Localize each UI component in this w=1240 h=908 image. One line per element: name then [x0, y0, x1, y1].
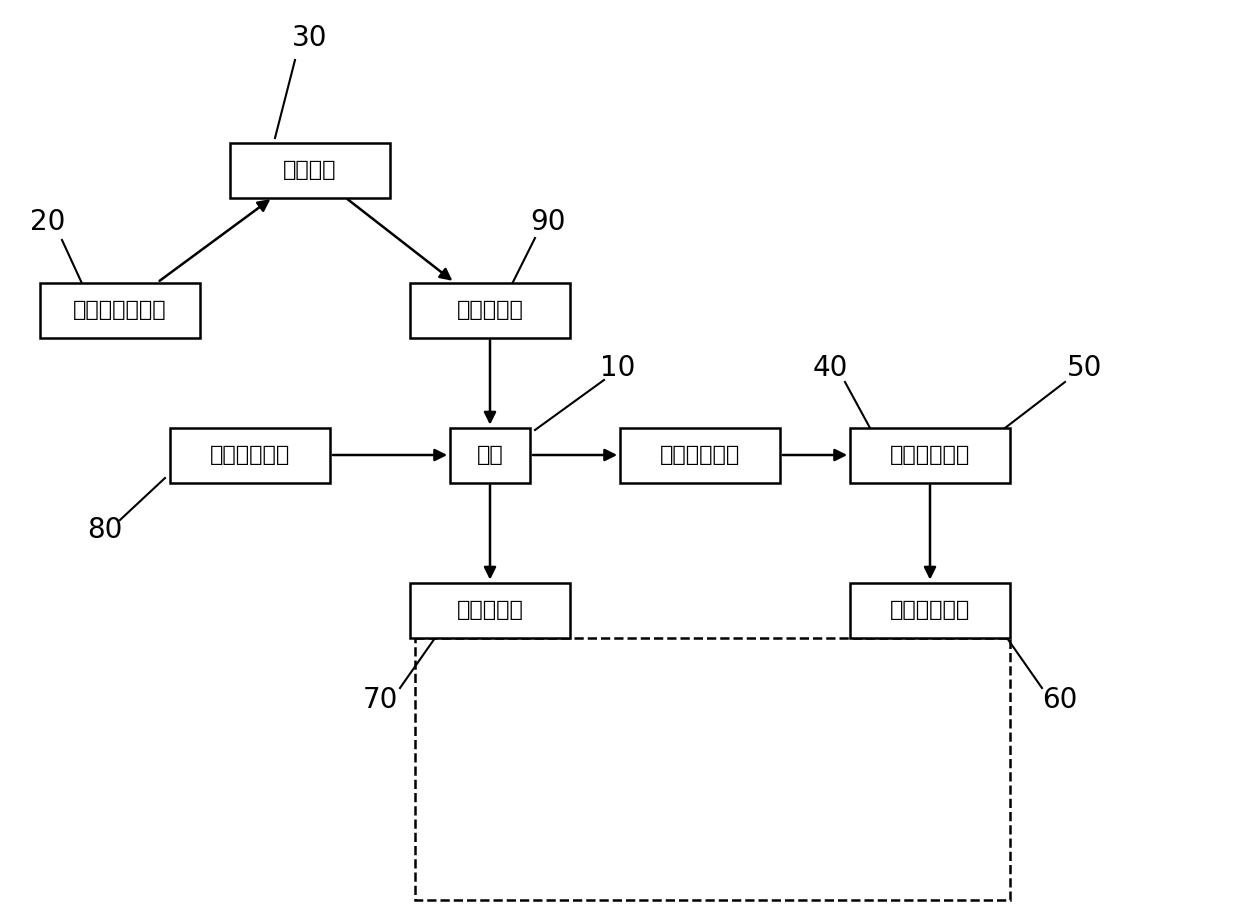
Text: 30: 30: [293, 24, 327, 52]
Text: 80: 80: [87, 516, 123, 544]
Text: 数据处理模块: 数据处理模块: [660, 445, 740, 465]
Text: 存储服务器: 存储服务器: [456, 300, 523, 320]
Bar: [620, 428, 780, 482]
Text: 10: 10: [600, 354, 636, 382]
Bar: [849, 583, 1011, 637]
Bar: [415, 638, 1011, 900]
Text: 60: 60: [1043, 686, 1078, 714]
Text: 无人机航测模块: 无人机航测模块: [73, 300, 167, 320]
Text: 播放服务器: 播放服务器: [456, 600, 523, 620]
Text: 主机: 主机: [476, 445, 503, 465]
Bar: [410, 583, 570, 637]
Text: 全息投影模块: 全息投影模块: [890, 600, 970, 620]
Text: 90: 90: [531, 208, 565, 236]
Bar: [849, 428, 1011, 482]
Bar: [40, 282, 200, 338]
Text: 40: 40: [812, 354, 848, 382]
Text: 20: 20: [30, 208, 66, 236]
Bar: [229, 143, 391, 198]
Text: 70: 70: [362, 686, 398, 714]
Text: 模型修复模块: 模型修复模块: [890, 445, 970, 465]
Bar: [450, 428, 529, 482]
Bar: [170, 428, 330, 482]
Text: 50: 50: [1068, 354, 1102, 382]
Text: 云服务器: 云服务器: [283, 160, 337, 180]
Text: 虚实交互模块: 虚实交互模块: [210, 445, 290, 465]
Bar: [410, 282, 570, 338]
